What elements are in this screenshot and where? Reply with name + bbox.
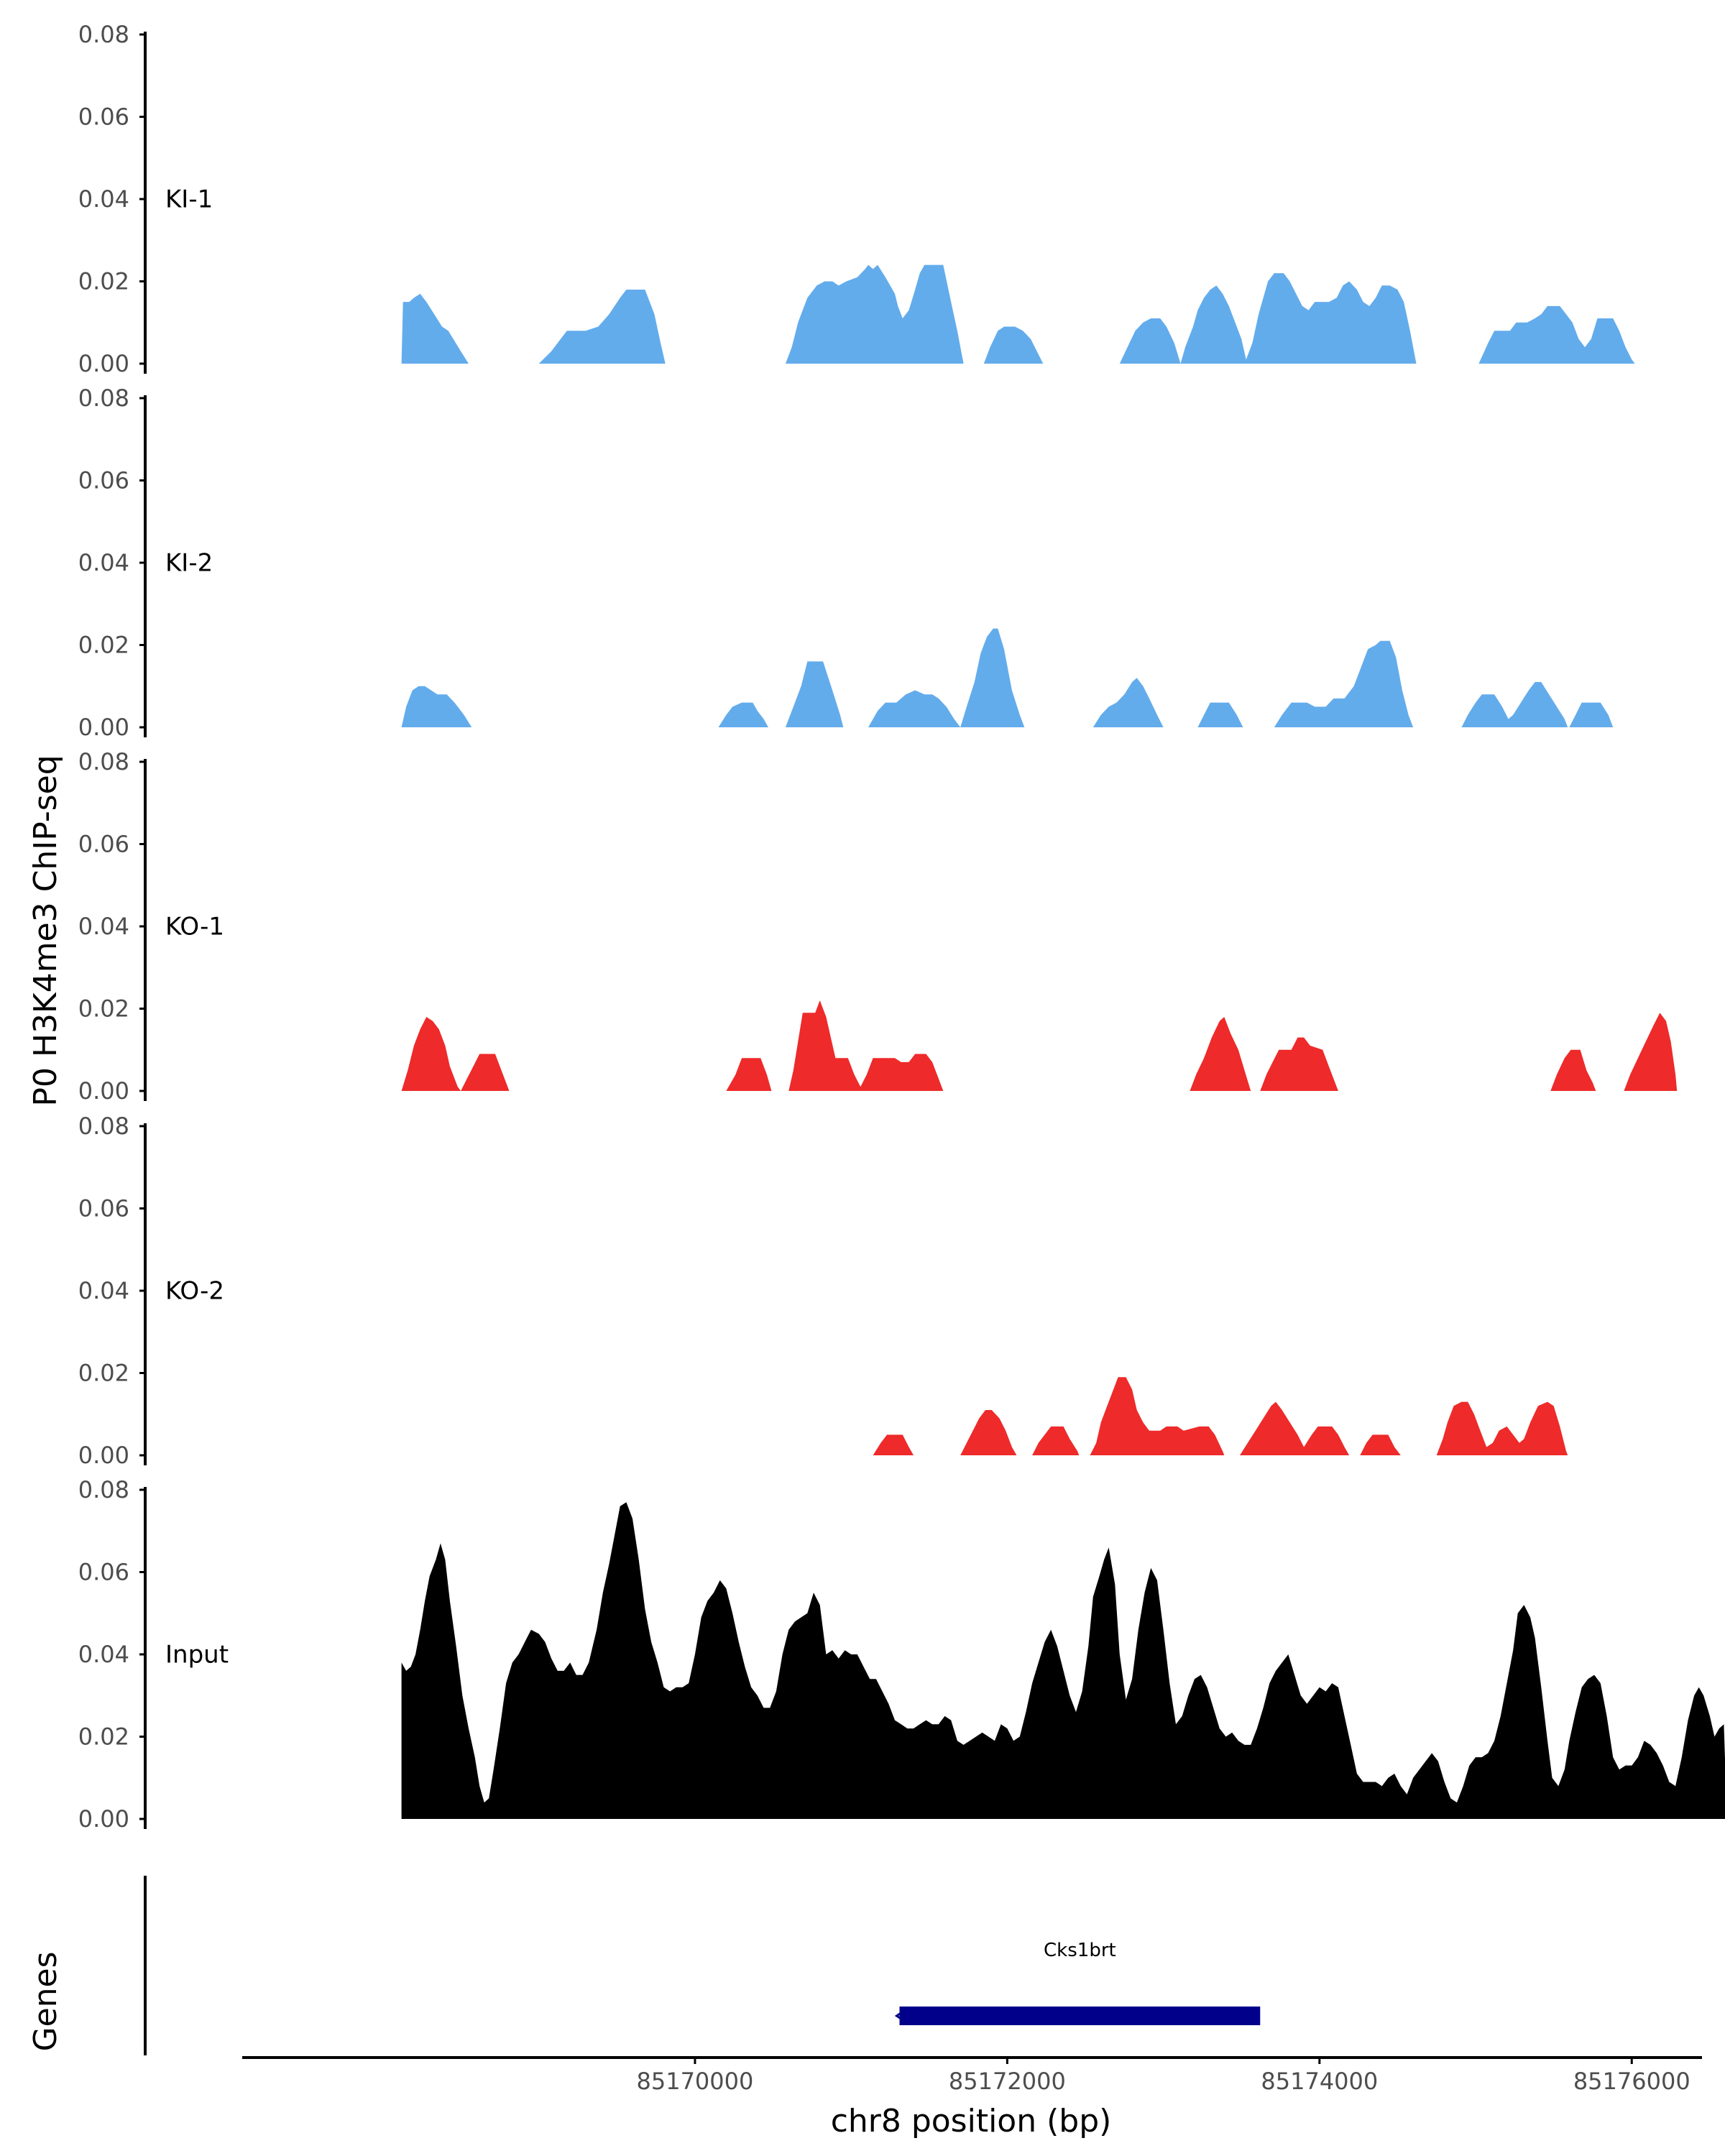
x-tick-label: 85170000 [636,2068,753,2095]
coverage-area [1092,678,1164,727]
y-tick-label: 0.02 [78,632,129,659]
coverage-area [1190,1017,1251,1091]
y-tick-label: 0.08 [78,384,129,412]
y-tick-label: 0.00 [78,1805,129,1833]
genes-axis-title: Genes [27,1951,64,2051]
coverage-area [1569,702,1614,727]
y-tick-label: 0.04 [78,913,129,940]
y-tick-label: 0.04 [78,185,129,213]
track-label: KI-1 [165,185,213,213]
track-ki-2: 0.00 0.02 0.04 0.06 0.08 KI-2 [78,384,1614,741]
coverage-area [726,1058,772,1091]
coverage-area [1550,1049,1596,1091]
track-ki-1: 0.00 0.02 0.04 0.06 0.08 KI-1 [78,21,1635,377]
coverage-area [1360,1434,1401,1455]
track-ko-1: 0.00 0.02 0.04 0.06 0.08 KO-1 [78,748,1678,1105]
track-label: Input [165,1640,229,1669]
coverage-area [401,1017,510,1091]
coverage-area [785,264,964,364]
coverage-area [1274,640,1414,727]
track-label: KO-1 [165,912,224,941]
y-tick-label: 0.08 [78,1112,129,1140]
strand-arrow-icon [894,2009,906,2023]
x-tick-label: 85176000 [1573,2068,1690,2095]
y-tick-label: 0.08 [78,21,129,48]
genes-panel: Cks1brt [144,1876,1261,2055]
coverage-area [1032,1426,1080,1455]
y-tick-label: 0.02 [78,995,129,1023]
y-tick-label: 0.00 [78,350,129,377]
coverage-area [960,1410,1017,1455]
track-label: KO-2 [165,1276,224,1305]
x-tick-label: 85174000 [1261,2068,1378,2095]
y-tick-label: 0.02 [78,268,129,295]
track-label: KI-2 [165,548,213,577]
gene-label: Cks1brt [1044,1940,1116,1961]
tracks-layer: 0.00 0.02 0.04 0.06 0.08 KI-1 0.00 0.02 0.04 0.06… [78,21,1725,1833]
y-tick-label: 0.06 [78,1195,129,1222]
coverage-area [873,1434,914,1455]
coverage-area [1090,1377,1225,1455]
y-tick-label: 0.04 [78,1641,129,1668]
coverage-area [1240,1401,1350,1455]
coverage-area [983,326,1044,364]
coverage-area [1436,1401,1568,1455]
coverage-area [1119,273,1417,364]
y-tick-label: 0.04 [78,1277,129,1304]
coverage-area [868,628,1025,727]
coverage-area [401,293,469,364]
y-tick-label: 0.08 [78,748,129,775]
coverage-area [538,290,666,364]
coverage-area [401,686,472,727]
y-tick-label: 0.06 [78,831,129,858]
x-tick-label: 85172000 [949,2068,1066,2095]
coverage-area [1260,1037,1338,1091]
coverage-area [788,1000,944,1091]
gene-body [899,2007,1261,2025]
y-tick-label: 0.06 [78,1559,129,1586]
y-tick-label: 0.06 [78,103,129,131]
y-tick-label: 0.02 [78,1723,129,1751]
x-axis-title: chr8 position (bp) [831,2103,1112,2139]
y-tick-label: 0.04 [78,549,129,576]
coverage-area [718,702,768,727]
coverage-area [401,1502,1725,1819]
x-axis: 85170000 85172000 85174000 85176000 [242,2056,1702,2095]
y-tick-label: 0.08 [78,1476,129,1503]
track-input: 0.00 0.02 0.04 0.06 0.08 Input [78,1476,1725,1833]
coverage-area [1624,1013,1678,1091]
y-tick-label: 0.00 [78,1442,129,1469]
y-tick-label: 0.00 [78,1077,129,1105]
y-axis-title: P0 H3K4me3 ChIP-seq [27,755,64,1106]
track-ko-2: 0.00 0.02 0.04 0.06 0.08 KO-2 [78,1112,1568,1469]
y-tick-label: 0.06 [78,467,129,494]
coverage-area [1478,305,1635,364]
coverage-area [1197,702,1243,727]
coverage-area [785,661,844,727]
y-tick-label: 0.02 [78,1360,129,1387]
coverage-area [1461,682,1568,727]
y-tick-label: 0.00 [78,714,129,741]
